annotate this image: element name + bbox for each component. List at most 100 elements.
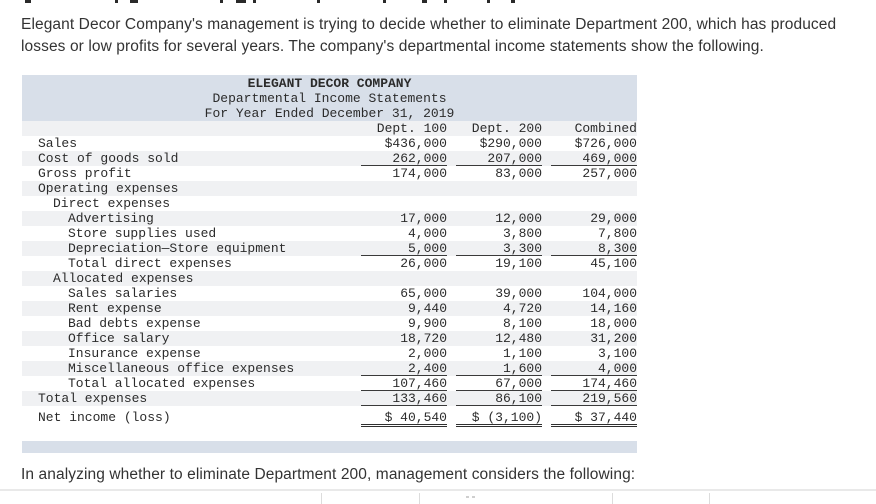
cell-dept100: $ 40,540 (352, 410, 447, 435)
cell-dept100: 18,720 (352, 331, 447, 346)
cell-combined: 7,800 (542, 226, 637, 241)
table-row: Direct expenses (22, 196, 637, 211)
cell-combined (542, 181, 637, 196)
cell-dept100: 107,460 (352, 376, 447, 391)
cell-value (361, 271, 447, 285)
table-row: Net income (loss) $ 40,540 $ (3,100) $ 37,4… (22, 406, 637, 435)
cell-dept100: 9,900 (352, 316, 447, 331)
cell-combined: 31,200 (542, 331, 637, 346)
cell-value: 3,800 (502, 226, 542, 241)
cell-dept200: 8,100 (447, 316, 542, 331)
cell-value: 29,000 (590, 211, 637, 226)
cell-value: 67,000 (456, 376, 542, 391)
cell-combined: $726,000 (542, 136, 637, 151)
cell-value: 9,440 (407, 301, 447, 316)
cell-dept100: 17,000 (352, 211, 447, 226)
cell-value: 7,800 (597, 226, 637, 241)
cell-combined: $ 37,440 (542, 410, 637, 435)
cell-value: 4,000 (407, 226, 447, 241)
cell-combined (542, 196, 637, 211)
table-row: Sales salaries 65,000 39,000 104,000 (22, 286, 637, 301)
column-header-combined: Combined (574, 121, 637, 136)
cell-combined: 219,560 (542, 391, 637, 406)
cell-dept200: 83,000 (447, 166, 542, 181)
cell-value: $290,000 (479, 136, 542, 151)
cell-combined: 104,000 (542, 286, 637, 301)
cell-combined (542, 271, 637, 286)
table-row: Operating expenses (22, 181, 637, 196)
clipped-text-fragment (444, 0, 447, 3)
cell-value: 39,000 (495, 286, 542, 301)
row-label: Bad debts expense (68, 316, 201, 331)
statement-period: For Year Ended December 31, 2019 (204, 106, 455, 121)
analysis-paragraph: In analyzing whether to eliminate Depart… (21, 466, 636, 483)
column-header-row: Dept. 100 Dept. 200 Combined (22, 121, 637, 136)
row-label: Total expenses (38, 391, 148, 406)
cell-dept200: 12,000 (447, 211, 542, 226)
intro-paragraph: Elegant Decor Company's management is tr… (21, 14, 867, 57)
cell-dept200: 39,000 (447, 286, 542, 301)
intro-line-2: losses or low profits for several years.… (21, 37, 764, 55)
row-label: Miscellaneous office expenses (68, 361, 295, 376)
table-row: Miscellaneous office expenses 2,400 1,600 4… (22, 361, 637, 376)
cell-value: 18,720 (400, 331, 447, 346)
cell-value: $ 37,440 (551, 410, 637, 427)
cell-value: 12,000 (495, 211, 542, 226)
cell-dept200: 4,720 (447, 301, 542, 316)
cell-value (551, 196, 637, 210)
cell-value (456, 181, 542, 195)
company-name: ELEGANT DECOR COMPANY (247, 76, 412, 91)
table-row: Depreciation—Store equipment 5,000 3,300 8,… (22, 241, 637, 256)
cutoff-table-cell-border (321, 493, 322, 504)
cell-combined: 45,100 (542, 256, 637, 271)
statement-subtitle: Departmental Income Statements (212, 91, 447, 106)
cell-dept100: 2,000 (352, 346, 447, 361)
cell-dept200: 19,100 (447, 256, 542, 271)
row-label: Total direct expenses (68, 256, 232, 271)
cell-value: 1,100 (502, 346, 542, 361)
cell-dept100 (352, 196, 447, 211)
cell-value: 2,400 (361, 361, 447, 376)
cell-value: 257,000 (582, 166, 637, 181)
cell-value: 1,600 (456, 361, 542, 376)
table-row: Allocated expenses (22, 271, 637, 286)
cell-value (456, 196, 542, 210)
clipped-text-fragment (220, 0, 223, 3)
row-label: Direct expenses (53, 196, 171, 211)
table-row: Office salary 18,720 12,480 31,200 (22, 331, 637, 346)
cutoff-table-faint-text (472, 496, 475, 498)
cell-value (551, 181, 637, 195)
table-row: Store supplies used 4,000 3,800 7,800 (22, 226, 637, 241)
cutoff-table-border (0, 489, 876, 491)
cell-dept200: $290,000 (447, 136, 542, 151)
cell-combined: 14,160 (542, 301, 637, 316)
table-row: Sales $436,000 $290,000 $726,000 (22, 136, 637, 151)
cell-dept200: 12,480 (447, 331, 542, 346)
cell-dept200: 3,800 (447, 226, 542, 241)
cell-value: 17,000 (400, 211, 447, 226)
cell-dept200: 1,600 (447, 361, 542, 376)
row-label: Depreciation—Store equipment (68, 241, 287, 256)
cell-value: $436,000 (384, 136, 447, 151)
cell-value: 133,460 (361, 391, 447, 406)
cell-combined: 8,300 (542, 241, 637, 256)
row-label: Cost of goods sold (38, 151, 179, 166)
table-row: Total expenses 133,460 86,100 219,560 (22, 391, 637, 406)
cell-dept200 (447, 196, 542, 211)
cell-dept100: 174,000 (352, 166, 447, 181)
row-label: Advertising (68, 211, 154, 226)
cell-dept200: $ (3,100) (447, 410, 542, 435)
cell-value (456, 271, 542, 285)
cell-value: 107,460 (361, 376, 447, 391)
cutoff-table-cell-border (419, 493, 420, 504)
clipped-text-fragment (383, 0, 386, 3)
income-statement-table: ELEGANT DECOR COMPANY Departmental Incom… (22, 75, 637, 453)
table-row: Advertising 17,000 12,000 29,000 (22, 211, 637, 226)
cell-value: 26,000 (400, 256, 447, 271)
cell-value: 45,100 (590, 256, 637, 271)
cell-dept200: 1,100 (447, 346, 542, 361)
row-label: Sales (38, 136, 78, 151)
cell-combined: 257,000 (542, 166, 637, 181)
cell-dept100 (352, 181, 447, 196)
cell-value: 65,000 (400, 286, 447, 301)
